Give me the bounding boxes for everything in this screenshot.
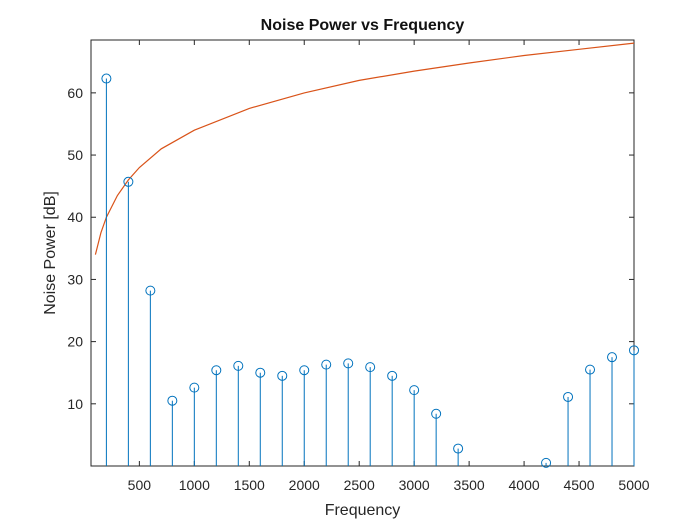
stem-marker [189,382,200,393]
stem-marker [233,360,244,371]
stem-marker [101,73,112,84]
stem-marker [409,385,420,396]
x-tick-label: 500 [128,477,152,493]
x-tick-label: 5000 [618,477,649,493]
x-tick-label: 1000 [179,477,210,493]
chart-title: Noise Power vs Frequency [261,17,465,34]
x-tick-label: 3000 [399,477,430,493]
plot-area: 500 1000 1500 2000 2500 3000 3500 4000 4500 5000 1… [67,39,650,493]
y-tick-label: 30 [67,271,83,287]
y-axis-label: Noise Power [dB] [42,191,59,315]
ticks-layer: 500 1000 1500 2000 2500 3000 3500 4000 4500 5000 1… [67,40,650,493]
stem-marker [585,364,596,375]
stem-marker [387,370,398,381]
x-tick-label: 1500 [234,477,265,493]
stem-marker [607,352,618,363]
y-tick-label: 20 [67,334,83,350]
y-tick-label: 10 [67,396,83,412]
line-series-layer [94,42,635,255]
x-tick-label: 3500 [454,477,485,493]
stem-marker [255,367,266,378]
stem-marker [321,359,332,370]
axes-box [90,39,635,467]
stem-marker [299,365,310,376]
x-tick-label: 2000 [289,477,320,493]
stem-marker [123,176,134,187]
stem-series-layer [101,73,639,468]
stem-marker [541,457,552,468]
stem-marker [431,408,442,419]
stem-marker [343,358,354,369]
y-tick-label: 60 [67,85,83,101]
stem-marker [145,285,156,296]
stem-marker [453,443,464,454]
stem-marker [563,391,574,402]
stem-marker [277,370,288,381]
x-tick-label: 4000 [509,477,540,493]
stem-marker [629,345,639,356]
stem-marker [365,362,376,373]
stem-marker [167,395,178,406]
x-tick-label: 4500 [563,477,594,493]
y-tick-label: 40 [67,209,83,225]
stem-marker [211,365,222,376]
y-tick-label: 50 [67,147,83,163]
x-axis-label: Frequency [325,502,401,519]
x-tick-label: 2500 [344,477,375,493]
noise-curve-line [94,42,635,255]
